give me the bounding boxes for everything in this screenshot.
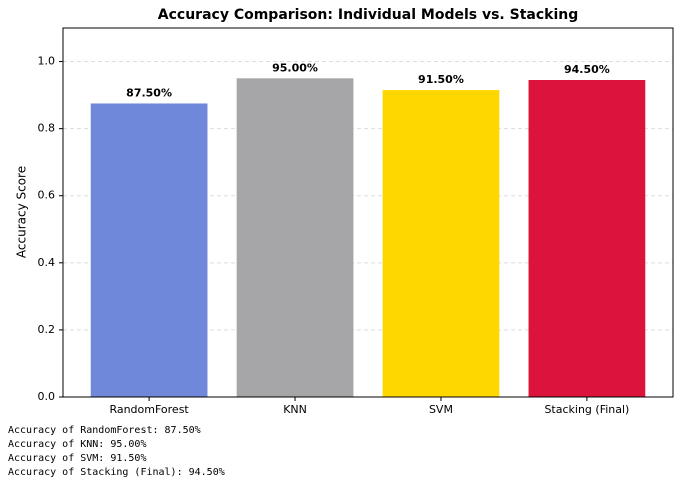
- x-tick-label: Stacking (Final): [544, 403, 629, 416]
- output-line: Accuracy of Stacking (Final): 94.50%: [8, 467, 225, 478]
- bar: [236, 78, 354, 398]
- output-line: Accuracy of RandomForest: 87.50%: [8, 425, 201, 436]
- data-label: 91.50%: [418, 73, 464, 86]
- bar: [382, 90, 500, 398]
- data-label: 87.50%: [126, 86, 172, 99]
- y-tick-label: 1.0: [38, 55, 56, 68]
- y-axis-label: Accuracy Score: [15, 166, 29, 258]
- y-tick-label: 0.4: [38, 256, 56, 269]
- y-tick-label: 0.2: [38, 323, 56, 336]
- data-label: 94.50%: [564, 63, 610, 76]
- bar: [528, 79, 646, 397]
- output-line: Accuracy of KNN: 95.00%: [8, 439, 146, 450]
- data-label: 95.00%: [272, 61, 318, 74]
- x-tick-label: SVM: [429, 403, 453, 416]
- x-tick-label: KNN: [283, 403, 307, 416]
- y-tick-label: 0.0: [38, 390, 56, 403]
- chart-title: Accuracy Comparison: Individual Models v…: [158, 7, 578, 23]
- output-line: Accuracy of SVM: 91.50%: [8, 453, 146, 464]
- plot-frame: [62, 27, 674, 398]
- y-tick-label: 0.8: [38, 122, 56, 135]
- x-tick-label: RandomForest: [109, 403, 189, 416]
- y-tick-label: 0.6: [38, 189, 56, 202]
- bar: [90, 103, 208, 398]
